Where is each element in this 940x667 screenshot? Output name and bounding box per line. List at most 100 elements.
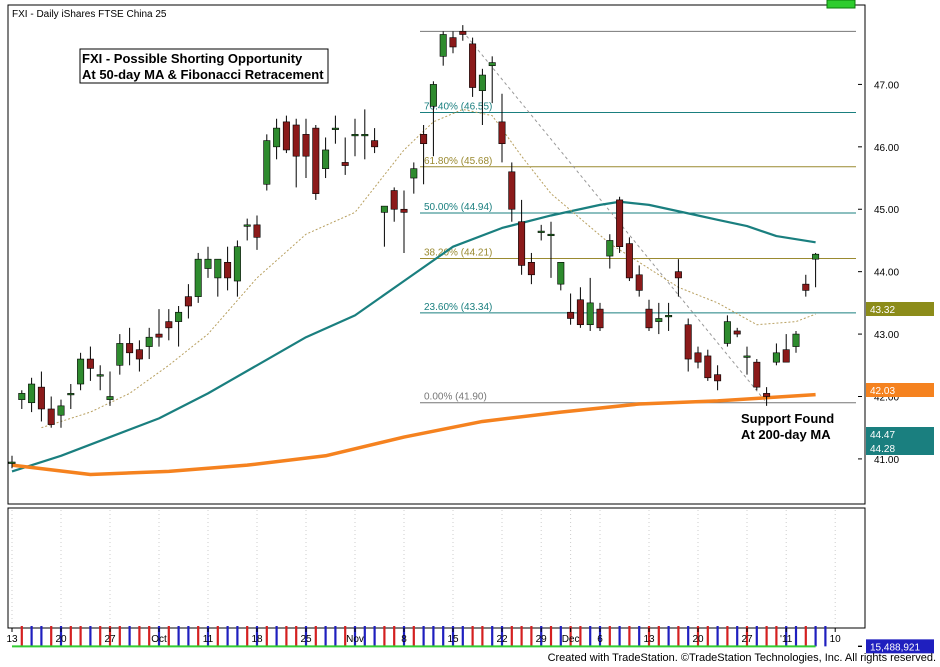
candle[interactable] — [743, 346, 751, 375]
candle[interactable] — [331, 115, 339, 144]
candle[interactable] — [57, 399, 65, 428]
candle[interactable] — [420, 124, 428, 185]
candle-body — [812, 253, 820, 260]
candle-body — [567, 311, 575, 319]
candle[interactable] — [361, 109, 369, 160]
candle[interactable] — [655, 302, 663, 335]
candle[interactable] — [214, 258, 222, 297]
candle[interactable] — [282, 115, 290, 154]
candle[interactable] — [341, 137, 349, 175]
candle[interactable] — [312, 124, 320, 200]
candle[interactable] — [273, 118, 281, 160]
candle[interactable] — [243, 218, 251, 241]
candle[interactable] — [812, 252, 820, 288]
candle[interactable] — [606, 234, 614, 269]
candle-body — [8, 461, 16, 464]
candle[interactable] — [145, 327, 153, 360]
candle[interactable] — [8, 455, 16, 469]
candle[interactable] — [233, 240, 241, 297]
candle-body — [792, 333, 800, 347]
candle[interactable] — [792, 330, 800, 353]
candle[interactable] — [665, 302, 673, 331]
candle[interactable] — [116, 334, 124, 375]
candle[interactable] — [567, 293, 575, 325]
candle[interactable] — [439, 31, 447, 66]
candle[interactable] — [390, 187, 398, 222]
candle[interactable] — [684, 318, 692, 372]
price-axis-label: 44.00 — [874, 268, 899, 279]
candle-body — [743, 355, 751, 358]
candle[interactable] — [322, 137, 330, 179]
candle-body — [400, 208, 408, 213]
candle[interactable] — [527, 252, 535, 285]
candle[interactable] — [18, 390, 26, 409]
candle[interactable] — [645, 299, 653, 331]
candle[interactable] — [576, 287, 584, 328]
candle[interactable] — [469, 37, 477, 97]
candle[interactable] — [429, 81, 437, 157]
candle[interactable] — [165, 309, 173, 341]
candle[interactable] — [47, 396, 55, 428]
candle[interactable] — [753, 359, 761, 391]
candle[interactable] — [135, 340, 143, 372]
candle-body — [224, 262, 232, 279]
candle[interactable] — [37, 371, 45, 422]
candle[interactable] — [625, 237, 633, 282]
candle[interactable] — [184, 284, 192, 319]
candle[interactable] — [371, 128, 379, 154]
candle[interactable] — [557, 262, 565, 291]
candle[interactable] — [782, 334, 790, 363]
candle[interactable] — [380, 205, 388, 247]
candle[interactable] — [155, 309, 163, 347]
candle[interactable] — [253, 215, 261, 250]
candle[interactable] — [449, 31, 457, 54]
candle[interactable] — [194, 252, 202, 303]
candle[interactable] — [410, 162, 418, 194]
candle[interactable] — [694, 346, 702, 369]
price-badge — [866, 427, 934, 441]
candle[interactable] — [772, 343, 780, 366]
candle[interactable] — [596, 302, 604, 331]
candle[interactable] — [292, 118, 300, 188]
candle[interactable] — [802, 274, 810, 297]
candle-body — [449, 37, 457, 48]
candle[interactable] — [733, 327, 741, 338]
volume-bars[interactable] — [12, 626, 827, 648]
candle[interactable] — [351, 118, 359, 157]
candle-body — [684, 324, 692, 360]
candle[interactable] — [400, 190, 408, 253]
candle[interactable] — [518, 199, 526, 275]
candle[interactable] — [126, 327, 134, 366]
volume-badge-label: 15,488,921 — [870, 642, 920, 653]
candle[interactable] — [204, 246, 212, 278]
candle[interactable] — [77, 352, 85, 391]
candle[interactable] — [674, 259, 682, 297]
x-axis-label: Dec — [562, 634, 580, 645]
candle[interactable] — [263, 134, 271, 191]
candle[interactable] — [478, 68, 486, 125]
candle[interactable] — [67, 384, 75, 409]
candle[interactable] — [498, 93, 506, 163]
candle[interactable] — [635, 265, 643, 297]
candle[interactable] — [723, 315, 731, 347]
candle[interactable] — [547, 221, 555, 278]
candle[interactable] — [488, 56, 496, 104]
candle[interactable] — [302, 118, 310, 179]
candlesticks[interactable] — [8, 25, 820, 469]
candle[interactable] — [616, 196, 624, 253]
candle[interactable] — [714, 365, 722, 391]
candle[interactable] — [86, 346, 94, 381]
candle[interactable] — [537, 224, 545, 241]
candle[interactable] — [28, 377, 36, 413]
candle[interactable] — [175, 305, 183, 347]
candle[interactable] — [459, 25, 467, 41]
candle[interactable] — [763, 387, 771, 406]
candle[interactable] — [704, 349, 712, 381]
candle-body — [302, 134, 310, 157]
candle[interactable] — [586, 277, 594, 331]
candle[interactable] — [106, 371, 114, 406]
candle[interactable] — [96, 365, 104, 391]
candle[interactable] — [508, 162, 516, 222]
candle[interactable] — [224, 246, 232, 291]
